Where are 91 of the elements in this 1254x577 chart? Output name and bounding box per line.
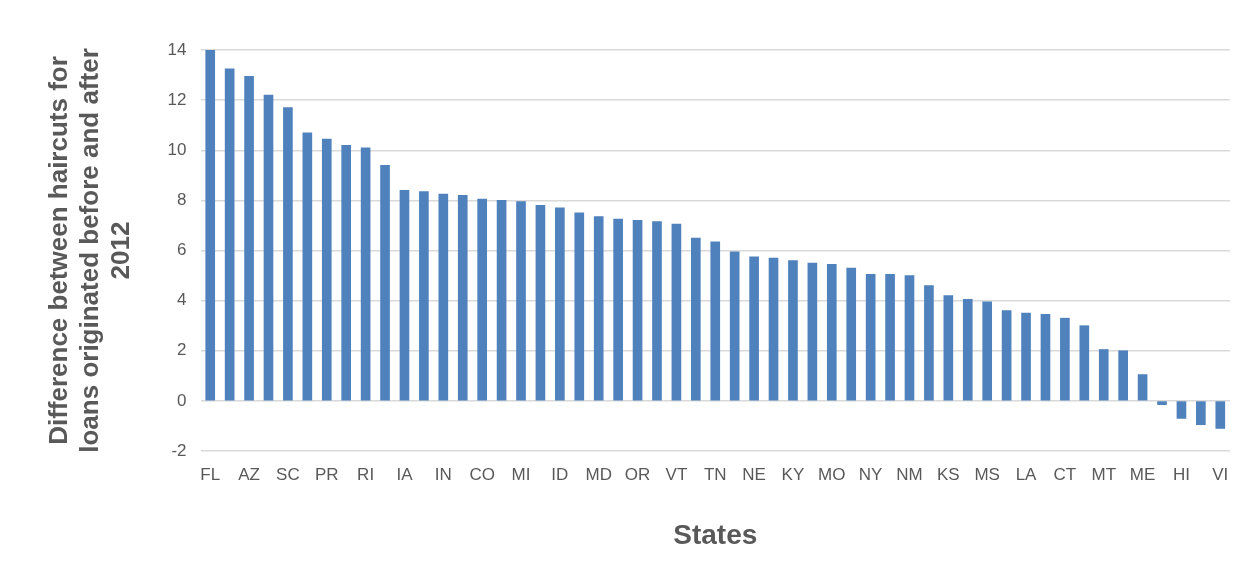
x-tick-label: FL (200, 464, 221, 484)
bar (1157, 401, 1167, 405)
x-tick-label: TN (703, 464, 727, 484)
bar (574, 212, 585, 401)
bar (321, 138, 332, 401)
x-tick-label: NM (896, 464, 923, 484)
bar (846, 267, 857, 401)
x-tick-label: KS (937, 464, 960, 484)
bar (749, 256, 759, 401)
x-tick-label: VT (665, 464, 688, 484)
bar (457, 195, 468, 401)
x-tick-label: AZ (238, 464, 260, 484)
bar (360, 147, 371, 401)
x-tick-label: NY (858, 464, 883, 484)
bar (729, 251, 740, 401)
x-tick-label: KY (781, 464, 805, 484)
bar (1215, 401, 1226, 429)
bar (1021, 312, 1031, 401)
bar (1060, 317, 1070, 401)
x-tick-label: CO (469, 464, 495, 484)
bar (1137, 374, 1148, 401)
x-tick-label: ID (551, 464, 569, 484)
bar (555, 207, 565, 401)
bar (516, 201, 526, 401)
bar (865, 273, 876, 401)
bar (244, 75, 254, 401)
bar (1040, 314, 1051, 401)
bar (496, 200, 507, 401)
y-tick-label: 6 (177, 240, 187, 260)
x-tick-label: VI (1212, 464, 1229, 484)
bar (613, 218, 623, 401)
bar (205, 50, 216, 401)
bar (1098, 349, 1109, 401)
bar (943, 295, 954, 401)
x-tick-label: RI (357, 464, 375, 484)
x-tick-label: IN (434, 464, 452, 484)
y-tick-label: -2 (171, 440, 187, 460)
y-tick-label: 0 (177, 390, 187, 410)
y-axis-title: Difference between haircuts for loans originated before and after 2012 (42, 48, 136, 453)
bar (399, 190, 410, 401)
x-tick-label: CT (1053, 464, 1077, 484)
bar (671, 223, 682, 401)
x-tick-label: MT (1091, 464, 1117, 484)
bar (691, 237, 701, 401)
bar (380, 164, 390, 401)
x-tick-label: OR (624, 464, 651, 484)
x-tick-label: HI (1172, 464, 1190, 484)
bar (1176, 401, 1187, 419)
x-axis-title: States (673, 518, 758, 550)
bar (768, 257, 779, 401)
bar (438, 193, 449, 401)
y-tick-label: 10 (167, 139, 187, 159)
bar (885, 273, 895, 401)
bar (302, 132, 313, 401)
x-tick-label: MO (818, 464, 846, 484)
bar (283, 107, 293, 401)
bar (341, 144, 352, 401)
bar (1001, 310, 1012, 401)
bar (593, 216, 604, 401)
bar (652, 221, 662, 401)
bar (826, 263, 837, 401)
y-tick-label: 8 (177, 190, 187, 210)
y-tick-label: 12 (167, 89, 187, 109)
bar (224, 68, 235, 401)
bar (807, 262, 818, 401)
bar (710, 241, 721, 401)
bar (535, 205, 546, 401)
bar (904, 275, 915, 401)
x-tick-label: ME (1129, 464, 1156, 484)
bar (1118, 350, 1128, 401)
y-tick-label: 4 (177, 290, 187, 310)
x-tick-label: IA (396, 464, 414, 484)
x-tick-label: SC (276, 464, 300, 484)
bar (982, 301, 993, 401)
y-tick-label: 2 (177, 340, 187, 360)
bar (419, 191, 429, 401)
x-tick-label: LA (1015, 464, 1038, 484)
bar (632, 220, 643, 401)
x-tick-label: NE (742, 464, 766, 484)
bar (788, 260, 798, 401)
bar (924, 285, 934, 401)
bar (263, 94, 274, 401)
x-tick-label: PR (314, 464, 339, 484)
bar (477, 198, 487, 401)
bar (962, 299, 973, 401)
bar (1196, 401, 1206, 426)
x-tick-label: MI (511, 464, 531, 484)
x-tick-label: MS (974, 464, 1000, 484)
x-tick-label: MD (585, 464, 612, 484)
bar (1079, 325, 1090, 401)
y-tick-label: 14 (167, 39, 187, 59)
